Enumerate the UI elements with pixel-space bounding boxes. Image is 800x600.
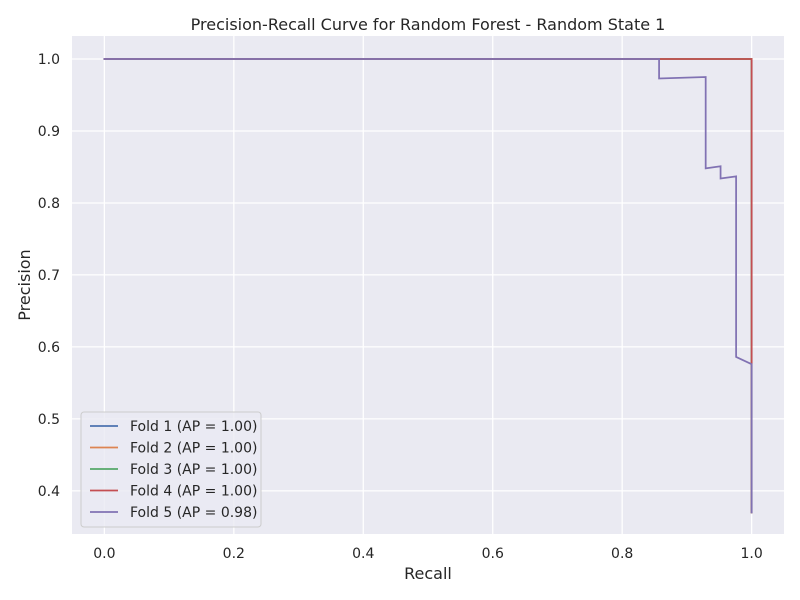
- series-lines: [103, 58, 753, 514]
- x-axis-label: Recall: [404, 564, 452, 583]
- y-tick-label: 0.9: [38, 124, 60, 140]
- legend-label-fold-5: Fold 5 (AP = 0.98): [130, 505, 257, 521]
- y-tick-label: 1.0: [38, 52, 60, 68]
- y-tick-label: 0.5: [38, 412, 60, 428]
- chart-title: Precision-Recall Curve for Random Forest…: [191, 15, 666, 34]
- legend-label-fold-4: Fold 4 (AP = 1.00): [130, 484, 257, 500]
- x-tick-label: 0.8: [611, 546, 633, 562]
- legend-box: [80, 411, 262, 528]
- x-tick-label: 0.2: [223, 546, 245, 562]
- series-line-fold-5: [103, 58, 753, 514]
- y-tick-label: 0.6: [38, 340, 60, 356]
- tick-labels: 0.0 0.2 0.4 0.6 0.8 1.0 0.4 0.5 0.6 0.7 0.8 0.9 1.0: [38, 52, 763, 562]
- x-tick-label: 0.6: [482, 546, 504, 562]
- y-tick-label: 0.8: [38, 196, 60, 212]
- legend-label-fold-3: Fold 3 (AP = 1.00): [130, 462, 257, 478]
- legend-label-fold-1: Fold 1 (AP = 1.00): [130, 419, 257, 435]
- legend: Fold 1 (AP = 1.00) Fold 2 (AP = 1.00) Fold…: [80, 411, 262, 528]
- x-tick-label: 1.0: [741, 546, 763, 562]
- legend-label-fold-2: Fold 2 (AP = 1.00): [130, 441, 257, 457]
- y-axis-label: Precision: [15, 249, 34, 320]
- y-tick-label: 0.4: [38, 484, 60, 500]
- y-tick-label: 0.7: [38, 268, 60, 284]
- x-tick-label: 0.4: [352, 546, 374, 562]
- x-tick-label: 0.0: [93, 546, 115, 562]
